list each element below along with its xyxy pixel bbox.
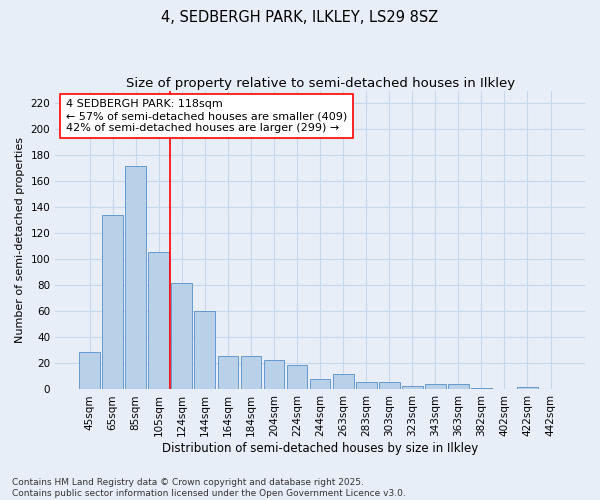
Bar <box>79 352 100 390</box>
Bar <box>287 365 307 390</box>
Bar <box>194 312 215 390</box>
Bar <box>379 382 400 390</box>
Bar <box>333 374 353 390</box>
Bar <box>517 387 538 390</box>
X-axis label: Distribution of semi-detached houses by size in Ilkley: Distribution of semi-detached houses by … <box>162 442 478 455</box>
Bar <box>172 283 192 390</box>
Text: 4, SEDBERGH PARK, ILKLEY, LS29 8SZ: 4, SEDBERGH PARK, ILKLEY, LS29 8SZ <box>161 10 439 25</box>
Bar <box>448 384 469 390</box>
Bar <box>125 166 146 390</box>
Y-axis label: Number of semi-detached properties: Number of semi-detached properties <box>15 137 25 343</box>
Bar <box>263 360 284 390</box>
Bar <box>218 356 238 390</box>
Bar <box>310 379 331 390</box>
Bar <box>402 386 422 390</box>
Bar <box>425 384 446 390</box>
Bar <box>471 388 492 390</box>
Bar <box>241 356 262 390</box>
Bar <box>102 216 123 390</box>
Text: 4 SEDBERGH PARK: 118sqm
← 57% of semi-detached houses are smaller (409)
42% of s: 4 SEDBERGH PARK: 118sqm ← 57% of semi-de… <box>66 100 347 132</box>
Title: Size of property relative to semi-detached houses in Ilkley: Size of property relative to semi-detach… <box>125 78 515 90</box>
Bar <box>356 382 377 390</box>
Bar <box>148 252 169 390</box>
Text: Contains HM Land Registry data © Crown copyright and database right 2025.
Contai: Contains HM Land Registry data © Crown c… <box>12 478 406 498</box>
